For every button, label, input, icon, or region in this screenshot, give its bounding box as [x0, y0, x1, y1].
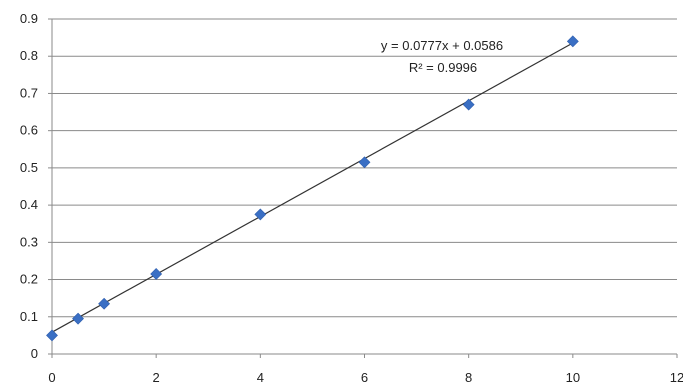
- x-tick-label: 6: [361, 370, 368, 385]
- data-point: [150, 268, 163, 280]
- axes: [48, 18, 678, 358]
- x-tick-label: 2: [153, 370, 160, 385]
- y-tick-labels: 0 0.1 0.2 0.3 0.4 0.5 0.6 0.7 0.8 0.9: [20, 11, 38, 361]
- data-point: [46, 329, 58, 342]
- trendline-equation: y = 0.0777x + 0.0586: [381, 38, 503, 53]
- y-tick-label: 0.1: [20, 309, 38, 324]
- x-tick-label: 4: [257, 370, 264, 385]
- data-point: [98, 297, 111, 310]
- y-tick-label: 0.2: [20, 272, 38, 287]
- y-tick-label: 0.6: [20, 123, 38, 138]
- y-tick-label: 0.7: [20, 85, 38, 100]
- y-tick-label: 0.5: [20, 160, 38, 175]
- data-point: [566, 35, 579, 48]
- data-point: [462, 98, 475, 111]
- y-tick-label: 0.3: [20, 234, 38, 249]
- y-tick-label: 0.4: [20, 197, 38, 212]
- data-points: [46, 35, 579, 342]
- trendline-group: [51, 42, 574, 333]
- y-tick-label: 0: [31, 346, 38, 361]
- trendline: [51, 42, 574, 333]
- y-tick-label: 0.9: [20, 11, 38, 26]
- x-tick-label: 0: [48, 370, 55, 385]
- trendline-r-squared: R² = 0.9996: [409, 60, 477, 75]
- x-tick-labels: 0 2 4 6 8 10 12: [48, 370, 683, 385]
- data-point: [72, 312, 84, 325]
- x-tick-label: 12: [670, 370, 683, 385]
- y-tick-label: 0.8: [20, 48, 38, 63]
- x-tick-label: 8: [465, 370, 472, 385]
- x-tick-label: 10: [566, 370, 580, 385]
- data-point: [254, 208, 267, 221]
- data-point: [358, 156, 371, 169]
